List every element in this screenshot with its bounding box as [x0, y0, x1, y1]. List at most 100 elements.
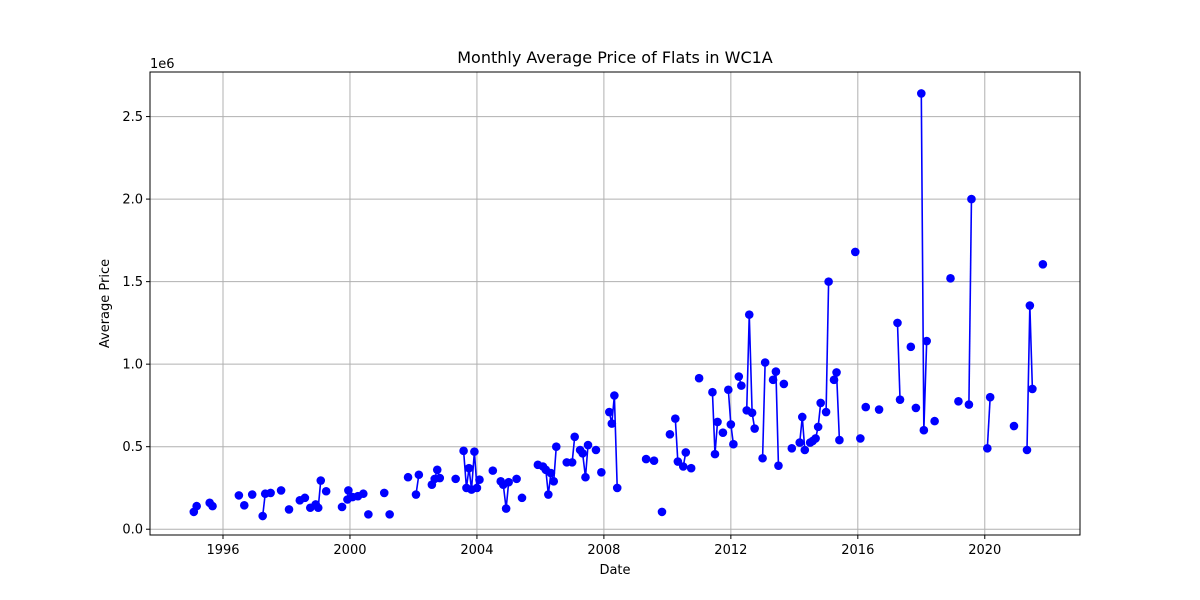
y-tick-label: 2.5: [122, 110, 143, 125]
data-point: [649, 456, 659, 466]
data-point: [344, 486, 353, 495]
data-point: [432, 465, 442, 475]
data-point: [729, 439, 738, 449]
data-point: [488, 466, 498, 475]
data-point: [917, 89, 926, 98]
x-tick-label: 2000: [333, 543, 366, 558]
data-point: [779, 379, 789, 389]
series-line-segment: [608, 394, 619, 488]
data-point: [895, 395, 905, 404]
data-point: [1009, 421, 1019, 431]
data-point: [874, 405, 884, 414]
y-offset-label: 1e6: [150, 57, 175, 72]
data-point: [512, 474, 521, 484]
data-point: [567, 458, 577, 467]
data-point: [795, 438, 805, 447]
tick-layer: 1996 2000 2004 2008 2012 2016 2020 0.0 0.5 1.0 1.5…: [122, 110, 1001, 558]
data-point: [258, 511, 267, 521]
series-line-segment: [986, 397, 991, 449]
series-line-segment: [968, 199, 973, 405]
data-point: [1028, 384, 1037, 394]
y-tick-label: 1.0: [122, 358, 143, 373]
data-point: [694, 373, 704, 383]
data-point: [774, 461, 783, 470]
data-point: [607, 419, 617, 428]
series-line-segment: [745, 313, 756, 429]
y-tick-label: 1.5: [122, 275, 143, 290]
data-point: [850, 247, 860, 257]
data-point: [612, 483, 622, 493]
data-point: [570, 432, 579, 442]
data-point: [544, 490, 553, 499]
x-tick-label: 2004: [460, 543, 493, 558]
data-point: [856, 434, 865, 443]
data-point: [718, 428, 728, 437]
data-point: [946, 274, 955, 283]
data-point: [671, 414, 680, 423]
data-point: [906, 342, 916, 352]
data-point: [811, 434, 820, 443]
data-point: [517, 493, 527, 503]
data-point: [922, 336, 931, 346]
series-line-segment: [825, 281, 830, 413]
data-point: [967, 194, 976, 204]
data-point: [708, 387, 717, 397]
data-point: [591, 445, 601, 455]
data-point: [364, 510, 373, 519]
data-point: [710, 449, 720, 459]
data-point: [581, 472, 590, 482]
data-point: [686, 463, 696, 473]
data-point: [665, 430, 675, 439]
chart-title: Monthly Average Price of Flats in WC1A: [457, 48, 773, 67]
data-point: [657, 507, 667, 517]
data-point: [747, 408, 757, 418]
data-point: [713, 417, 722, 427]
data-point: [641, 454, 651, 464]
data-point: [459, 446, 468, 456]
data-point: [816, 398, 825, 408]
data-point: [824, 277, 833, 286]
data-point: [234, 491, 244, 500]
data-point: [964, 400, 974, 409]
data-point: [1038, 260, 1048, 269]
data-point: [414, 470, 424, 480]
data-point: [435, 473, 445, 483]
y-tick-label: 0.0: [122, 523, 143, 538]
data-point: [787, 444, 797, 453]
data-point: [475, 475, 484, 485]
x-tick-label: 1996: [206, 543, 239, 558]
data-point: [835, 435, 844, 445]
y-tick-label: 0.5: [122, 440, 143, 455]
data-point: [472, 483, 482, 493]
data-point: [800, 445, 810, 455]
data-point: [316, 476, 326, 485]
data-point: [930, 416, 939, 426]
data-point: [861, 402, 871, 412]
data-point: [470, 447, 479, 456]
data-point: [983, 444, 992, 453]
data-point: [797, 412, 807, 422]
data-point: [385, 510, 394, 519]
data-point: [604, 407, 614, 417]
data-point: [744, 310, 754, 319]
data-point: [276, 486, 286, 495]
data-point: [247, 490, 257, 499]
data-point: [750, 424, 759, 433]
data-point: [239, 500, 249, 510]
data-point: [893, 318, 902, 328]
data-point: [813, 422, 823, 432]
data-point: [678, 462, 688, 471]
plot-area-frame: [149, 71, 1081, 536]
series-line-segment: [896, 322, 901, 400]
x-axis-label: Date: [599, 563, 630, 578]
data-point: [610, 391, 619, 400]
data-point: [724, 385, 733, 395]
x-tick-label: 2008: [587, 543, 620, 558]
data-point: [266, 488, 275, 498]
data-point: [208, 501, 217, 511]
data-point: [546, 468, 556, 478]
data-point: [771, 367, 781, 376]
data-point: [337, 502, 347, 512]
data-point: [192, 501, 201, 511]
